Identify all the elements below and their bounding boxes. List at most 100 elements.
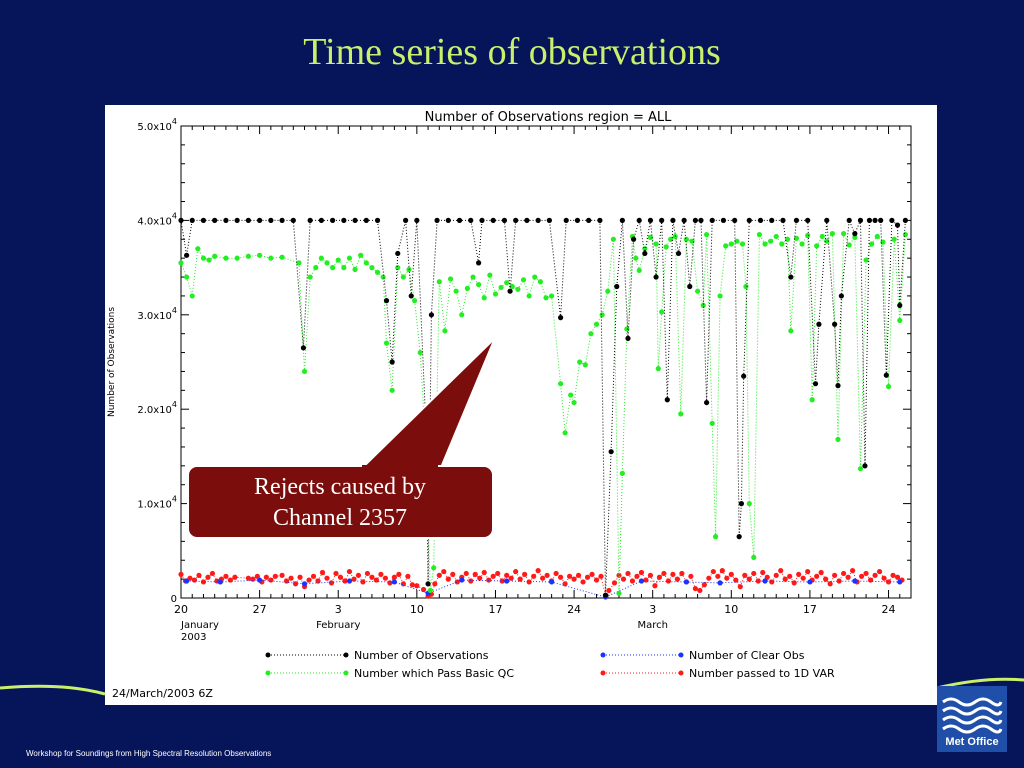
- point-number-of-clear-obs: [549, 579, 555, 585]
- point-number-passed-to-1d-var: [200, 579, 207, 585]
- point-number-passed-to-1d-var: [841, 570, 847, 577]
- point-number-which-pass-basic-qc: [841, 231, 847, 237]
- x-tick-label: 10: [724, 603, 738, 616]
- point-number-which-pass-basic-qc: [313, 265, 319, 271]
- point-number-passed-to-1d-var: [593, 577, 600, 583]
- point-number-passed-to-1d-var: [178, 571, 184, 578]
- point-number-passed-to-1d-var: [513, 568, 519, 575]
- point-number-of-observations: [428, 312, 435, 318]
- point-number-passed-to-1d-var: [634, 573, 640, 579]
- point-number-passed-to-1d-var: [495, 570, 501, 577]
- point-number-passed-to-1d-var: [796, 571, 802, 578]
- point-number-which-pass-basic-qc: [200, 255, 207, 261]
- y-tick-label: 4.0x104: [137, 211, 177, 227]
- point-number-of-observations: [878, 217, 884, 223]
- point-number-passed-to-1d-var: [894, 574, 901, 580]
- callout-pointer: [357, 337, 496, 471]
- point-number-of-observations: [330, 217, 336, 223]
- x-tick-label: 10: [410, 603, 424, 616]
- legend-marker-number-of-observations: [343, 652, 349, 658]
- x-tick-label: 27: [253, 603, 267, 616]
- point-number-passed-to-1d-var: [769, 579, 775, 585]
- point-number-passed-to-1d-var: [441, 568, 447, 575]
- y-tick-label: 2.0x104: [137, 400, 177, 416]
- point-number-passed-to-1d-var: [405, 573, 411, 579]
- point-number-of-observations: [769, 217, 775, 223]
- point-number-which-pass-basic-qc: [885, 383, 892, 390]
- point-number-of-observations: [736, 534, 742, 540]
- point-number-passed-to-1d-var: [499, 578, 505, 584]
- point-number-passed-to-1d-var: [360, 579, 366, 585]
- callout-box: [187, 465, 494, 539]
- date-stamp: 24/March/2003 6Z: [112, 687, 213, 700]
- point-number-passed-to-1d-var: [517, 576, 523, 582]
- point-number-of-observations: [746, 217, 752, 223]
- met-office-logo: Met Office: [937, 686, 1007, 752]
- callout-line-2: Channel 2357: [273, 505, 407, 531]
- point-number-passed-to-1d-var: [665, 578, 672, 584]
- point-number-of-observations: [184, 252, 190, 258]
- point-number-passed-to-1d-var: [463, 570, 469, 577]
- point-number-of-observations: [476, 260, 482, 266]
- point-number-passed-to-1d-var: [836, 578, 842, 584]
- point-number-which-pass-basic-qc: [891, 236, 897, 242]
- y-tick-base: 1.0x10: [137, 500, 172, 511]
- point-number-of-observations: [647, 217, 654, 223]
- point-number-passed-to-1d-var: [876, 568, 883, 575]
- legend-label-number-passed-to-1d-var: Number passed to 1D VAR: [689, 667, 835, 680]
- point-number-which-pass-basic-qc: [492, 291, 499, 297]
- y-tick-exponent: 4: [172, 306, 177, 315]
- point-number-of-observations: [788, 274, 794, 280]
- point-number-passed-to-1d-var: [580, 579, 586, 585]
- point-number-passed-to-1d-var: [760, 569, 766, 576]
- point-number-which-pass-basic-qc: [335, 257, 341, 263]
- point-number-passed-to-1d-var: [872, 572, 878, 578]
- point-number-of-observations: [866, 217, 873, 223]
- point-number-passed-to-1d-var: [832, 572, 838, 578]
- point-number-which-pass-basic-qc: [464, 285, 470, 291]
- y-tick-base: 3.0x10: [137, 311, 172, 322]
- point-number-of-observations: [883, 372, 889, 378]
- point-number-passed-to-1d-var: [409, 582, 415, 588]
- point-number-of-observations: [189, 217, 195, 223]
- point-number-which-pass-basic-qc: [307, 274, 313, 280]
- point-number-which-pass-basic-qc: [814, 243, 820, 249]
- point-number-of-observations: [200, 217, 207, 223]
- point-number-passed-to-1d-var: [250, 576, 256, 582]
- point-number-of-observations: [524, 217, 530, 223]
- point-number-which-pass-basic-qc: [470, 274, 476, 280]
- point-number-passed-to-1d-var: [755, 578, 761, 584]
- point-number-which-pass-basic-qc: [819, 233, 825, 240]
- point-number-which-pass-basic-qc: [212, 253, 218, 259]
- point-number-which-pass-basic-qc: [369, 265, 375, 271]
- point-number-passed-to-1d-var: [706, 575, 712, 581]
- point-number-which-pass-basic-qc: [809, 397, 815, 403]
- x-tick-label: 3: [335, 603, 342, 616]
- point-number-passed-to-1d-var: [575, 572, 582, 578]
- data-marks: [178, 217, 908, 600]
- point-number-passed-to-1d-var: [396, 571, 402, 578]
- point-number-which-pass-basic-qc: [619, 470, 625, 476]
- point-number-of-observations: [395, 250, 401, 257]
- point-number-which-pass-basic-qc: [869, 241, 875, 247]
- point-number-which-pass-basic-qc: [504, 280, 510, 286]
- point-number-passed-to-1d-var: [616, 572, 622, 578]
- point-number-of-observations: [300, 345, 307, 351]
- point-number-passed-to-1d-var: [620, 576, 627, 582]
- point-number-passed-to-1d-var: [328, 580, 335, 586]
- legend: Number of Observations Number which Pass …: [265, 649, 835, 680]
- point-number-which-pass-basic-qc: [695, 288, 701, 294]
- point-number-of-observations: [670, 217, 676, 223]
- point-number-of-observations: [835, 383, 841, 389]
- legend-marker-number-which-pass-basic-qc: [343, 670, 349, 676]
- point-number-passed-to-1d-var: [742, 572, 748, 578]
- point-number-of-observations: [625, 335, 631, 341]
- point-number-passed-to-1d-var: [625, 570, 631, 577]
- point-number-passed-to-1d-var: [823, 576, 829, 582]
- point-number-which-pass-basic-qc: [728, 241, 734, 247]
- point-number-passed-to-1d-var: [540, 575, 546, 581]
- point-number-passed-to-1d-var: [223, 573, 229, 579]
- point-number-passed-to-1d-var: [232, 574, 238, 580]
- point-number-which-pass-basic-qc: [558, 381, 564, 387]
- point-number-which-pass-basic-qc: [184, 274, 190, 280]
